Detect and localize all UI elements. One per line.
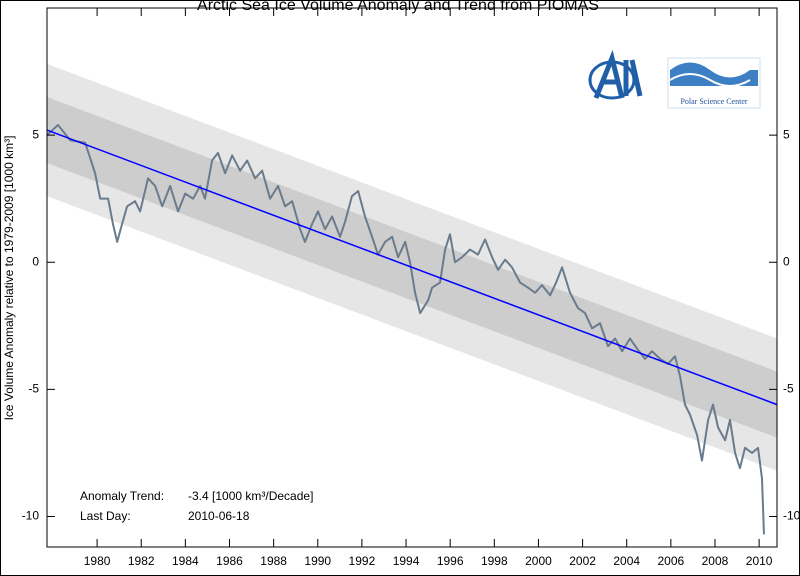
y-tick-label: -10 — [22, 509, 40, 523]
x-tick-label: 2004 — [613, 554, 640, 568]
x-tick-label: 1998 — [481, 554, 508, 568]
trend-line — [46, 129, 778, 406]
x-tick-label: 2000 — [525, 554, 552, 568]
x-tick-label: 2006 — [658, 554, 685, 568]
plot-frame — [46, 7, 778, 548]
logo-text: Polar Science Center — [680, 97, 747, 106]
x-tick-label: 1980 — [84, 554, 111, 568]
x-tick-label: 1984 — [172, 554, 199, 568]
apl-logo — [588, 49, 643, 100]
annotation-text: 2010-06-18 — [188, 509, 250, 523]
x-tick-label: 2008 — [702, 554, 729, 568]
x-tick-label: 1992 — [349, 554, 376, 568]
x-tick-label: 1994 — [393, 554, 420, 568]
annotation-text: -3.4 [1000 km³/Decade] — [188, 489, 313, 503]
x-tick-label: 1982 — [128, 554, 155, 568]
x-tick-label: 2010 — [746, 554, 773, 568]
y-tick-label: -5 — [28, 382, 39, 396]
y-tick-label: 5 — [32, 127, 39, 141]
y-tick-label-right: -5 — [783, 382, 794, 396]
x-tick-label: 1988 — [260, 554, 287, 568]
y-tick-label-right: -10 — [783, 509, 800, 523]
plot-area — [46, 63, 778, 535]
y-tick-label-right: 0 — [783, 254, 790, 268]
y-axis-label: Ice Volume Anomaly relative to 1979-2009… — [2, 136, 16, 421]
annotation-label: Last Day: — [80, 509, 131, 523]
annotation-label: Anomaly Trend: — [80, 489, 164, 503]
x-tick-label: 1986 — [216, 554, 243, 568]
x-tick-label: 2002 — [569, 554, 596, 568]
x-tick-label: 1990 — [304, 554, 331, 568]
y-tick-label-right: 5 — [783, 127, 790, 141]
psc-logo: Polar Science Center — [667, 57, 761, 109]
y-tick-label: 0 — [32, 254, 39, 268]
chart-title: Arctic Sea Ice Volume Anomaly and Trend … — [197, 0, 599, 14]
anomaly-line — [46, 123, 765, 535]
x-tick-label: 1996 — [437, 554, 464, 568]
